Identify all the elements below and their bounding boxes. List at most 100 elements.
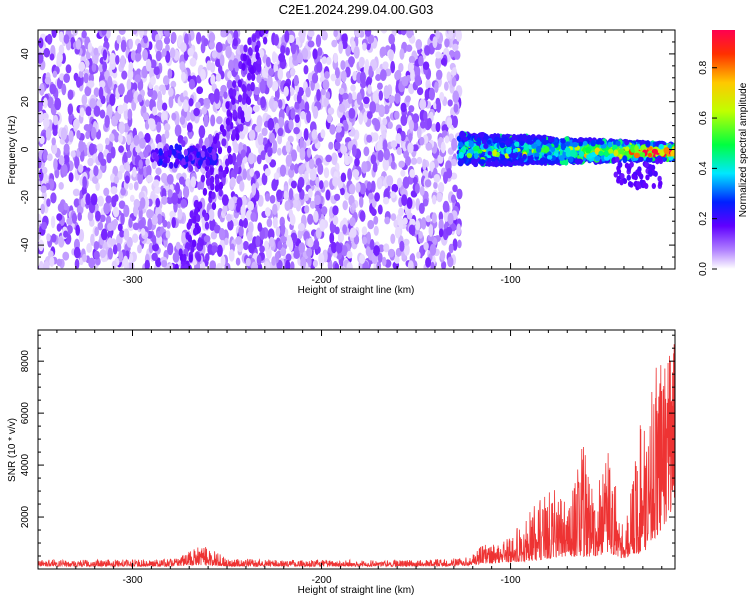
spectrogram-noise-cell xyxy=(170,80,177,88)
spectrogram-noise-cell xyxy=(49,256,55,268)
spectrogram-band-cell xyxy=(542,139,548,145)
snr-xtick-label: -200 xyxy=(312,575,332,586)
spectrogram-noise-cell xyxy=(423,241,429,251)
spectrogram-noise-cell xyxy=(299,147,306,161)
spectrogram-band-cell xyxy=(651,182,657,189)
spectrogram-noise-cell xyxy=(333,30,338,38)
spectrogram-noise-cell xyxy=(123,204,130,218)
spectrogram-noise-cell xyxy=(368,192,374,200)
spectrogram-noise-cell xyxy=(133,181,139,191)
spectrogram-noise-cell xyxy=(400,169,406,177)
spectrogram-noise-cell xyxy=(78,229,85,242)
spectrogram-noise-cell xyxy=(93,47,99,56)
spectrogram-noise-cell xyxy=(155,230,161,238)
spectrogram-noise-cell xyxy=(126,78,132,91)
spectrogram-noise-cell xyxy=(273,100,279,110)
spectrogram-noise-cell xyxy=(251,183,257,196)
spectrogram-noise-cell xyxy=(293,250,300,259)
spectrogram-band-cell xyxy=(522,153,527,160)
spectrogram-noise-cell xyxy=(238,226,244,237)
spectrogram-noise-cell xyxy=(134,74,141,83)
spectrogram-noise-cell xyxy=(422,61,430,71)
spectrogram-noise-cell xyxy=(439,91,445,102)
spectrogram-noise-cell xyxy=(51,137,56,146)
spectrogram-noise-cell xyxy=(218,181,224,190)
spectrogram-noise-cell xyxy=(420,217,427,230)
spectrogram-noise-cell xyxy=(340,187,345,196)
spectrogram-noise-cell xyxy=(415,38,423,50)
spectrogram-noise-cell xyxy=(425,257,432,268)
spectrogram-noise-cell xyxy=(225,117,231,126)
colorbar-gradient xyxy=(712,30,735,269)
spectrogram-band-cell xyxy=(598,140,605,145)
spectrogram-noise-cell xyxy=(71,212,78,224)
spectrogram-noise-cell xyxy=(235,132,240,141)
spectrogram-noise-cell xyxy=(247,37,252,46)
snr-ylabel: SNR (10 * v/v) xyxy=(7,418,18,482)
spectrogram-noise-cell xyxy=(386,175,394,187)
spectrogram-noise-cell xyxy=(419,120,427,129)
spectrogram-noise-cell xyxy=(438,211,444,222)
spectrogram-noise-cell xyxy=(430,123,438,132)
spectrogram-noise-cell xyxy=(135,144,142,153)
spectrogram-noise-cell xyxy=(265,56,271,68)
spectrogram-band-cell xyxy=(645,174,650,181)
spectrogram-noise-cell xyxy=(93,250,100,260)
spectrogram-noise-cell xyxy=(299,137,304,150)
spectrogram-noise-cell xyxy=(63,155,70,164)
spectrogram-cluster-cell xyxy=(171,148,177,156)
spectrogram-noise-cell xyxy=(210,230,218,240)
spectrogram-noise-cell xyxy=(220,30,227,38)
spectrogram-band-cell xyxy=(568,156,574,163)
spectrogram-noise-cell xyxy=(156,121,162,133)
spectrogram-noise-cell xyxy=(290,67,296,77)
spectrogram-noise-cell xyxy=(244,110,251,123)
spectrogram-noise-cell xyxy=(225,45,232,59)
spectrogram-noise-cell xyxy=(96,143,104,151)
spectrogram-noise-cell xyxy=(399,240,405,252)
spectrogram-band-cell xyxy=(564,147,571,153)
spectrogram-noise-cell xyxy=(162,219,168,228)
spectrogram-noise-cell xyxy=(260,150,267,161)
spectrogram-noise-cell xyxy=(218,188,223,197)
spectrogram-noise-cell xyxy=(219,54,225,67)
spectrogram-noise-cell xyxy=(209,260,217,269)
spectrogram-band-cell xyxy=(590,140,596,147)
spectrogram-noise-cell xyxy=(118,83,125,96)
spectrogram-noise-cell xyxy=(204,137,210,148)
spectrogram-noise-cell xyxy=(383,86,391,100)
spectrogram-noise-cell xyxy=(268,236,275,248)
figure-title: C2E1.2024.299.04.00.G03 xyxy=(279,2,434,17)
spectrogram-noise-cell xyxy=(224,262,231,269)
spectrogram-band-cell xyxy=(517,135,523,141)
spectrogram-noise-cell xyxy=(228,249,235,262)
spectrogram-noise-cell xyxy=(273,172,280,180)
spectrogram-noise-cell xyxy=(446,71,452,82)
spectrogram-noise-cell xyxy=(440,57,447,66)
spectrogram-noise-cell xyxy=(103,202,111,215)
spectrogram-noise-cell xyxy=(88,143,95,156)
spectrogram-noise-cell xyxy=(256,115,263,129)
spectrogram-noise-cell xyxy=(215,177,220,186)
spectrogram-noise-cell xyxy=(109,52,116,65)
spectrogram-noise-cell xyxy=(442,200,450,213)
spectrogram-noise-cell xyxy=(112,218,119,227)
spectrogram-noise-cell xyxy=(182,253,187,262)
spectrogram-noise-cell xyxy=(347,141,354,151)
spectrogram-noise-cell xyxy=(166,173,174,185)
spectrogram-noise-cell xyxy=(452,238,458,251)
spectrogram-band-cell xyxy=(626,174,631,181)
spectrogram-cluster-cell xyxy=(181,140,186,148)
spectrogram-noise-cell xyxy=(456,223,462,236)
spectrogram-noise-cell xyxy=(78,61,86,72)
spectrogram-noise-cell xyxy=(456,188,463,200)
spectrogram-noise-cell xyxy=(303,64,309,75)
spectrogram-band-cell xyxy=(519,141,525,147)
spectrogram-noise-cell xyxy=(242,217,249,229)
spectrogram-noise-cell xyxy=(56,51,63,64)
spectrogram-noise-cell xyxy=(118,30,126,35)
spectrogram-noise-cell xyxy=(188,97,194,107)
spectrogram-noise-cell xyxy=(352,71,358,81)
spectrogram-noise-cell xyxy=(153,179,160,188)
spectrogram-noise-cell xyxy=(85,106,92,117)
